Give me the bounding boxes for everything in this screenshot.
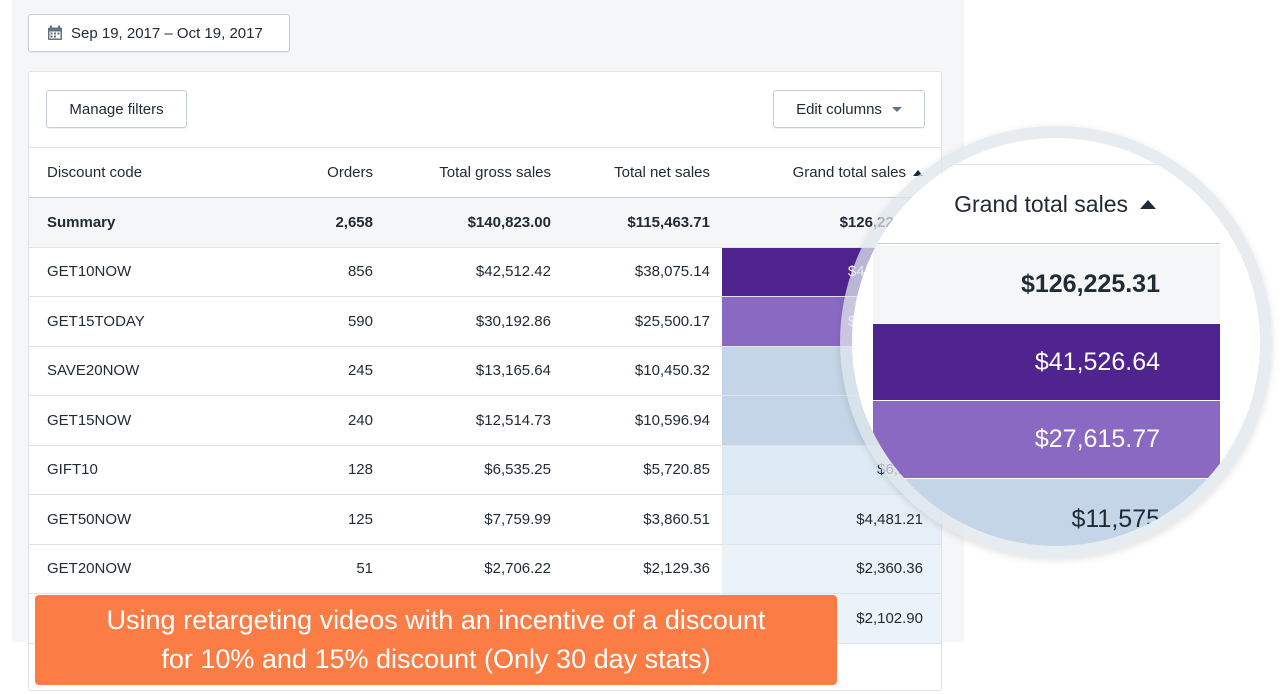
calendar-icon [47, 25, 63, 41]
net-sales-cell: $5,720.85 [643, 461, 710, 479]
orders-cell: 51 [356, 560, 373, 578]
net-sales-cell: $25,500.17 [634, 312, 710, 330]
zoomed-header-label: Grand total sales [954, 191, 1128, 217]
gross-sales-cell: $2,706.22 [484, 560, 551, 578]
manage-filters-label: Manage filters [69, 100, 164, 118]
discount-code-cell: GET50NOW [47, 510, 132, 528]
table-row[interactable]: GET15TODAY590$30,192.86$25,500.17$27,615… [29, 297, 941, 347]
gross-sales-cell: $6,535.25 [484, 461, 551, 479]
column-header-discount-code[interactable]: Discount code [47, 164, 143, 181]
table-row[interactable]: GET10NOW856$42,512.42$38,075.14$41,526.6… [29, 247, 941, 297]
zoomed-value-1: $41,526.64 [873, 324, 1220, 400]
summary-label: Summary [47, 213, 116, 231]
banner-line-1: Using retargeting videos with an incenti… [106, 605, 766, 635]
date-range-label: Sep 19, 2017 – Oct 19, 2017 [71, 24, 263, 42]
gross-sales-cell: $7,759.99 [484, 510, 551, 528]
orders-cell: 125 [347, 510, 373, 528]
discount-report-card: Manage filters Edit columns Discount cod… [28, 71, 942, 691]
sort-ascending-icon [1140, 200, 1156, 209]
discount-table: Discount code Orders Total gross sales T… [29, 147, 941, 644]
discount-code-cell: GET15TODAY [47, 312, 145, 330]
summary-orders: 2,658 [335, 213, 373, 231]
zoomed-value-3: $11,575 [873, 479, 1220, 546]
net-sales-cell: $3,860.51 [643, 510, 710, 528]
edit-columns-button[interactable]: Edit columns [773, 90, 925, 128]
net-sales-cell: $10,450.32 [634, 362, 710, 380]
date-range-button[interactable]: Sep 19, 2017 – Oct 19, 2017 [28, 14, 290, 52]
orders-cell: 590 [347, 312, 373, 330]
column-header-net-sales[interactable]: Total net sales [614, 164, 710, 181]
orders-cell: 856 [347, 263, 373, 281]
gross-sales-cell: $12,514.73 [475, 411, 551, 429]
gross-sales-cell: $42,512.42 [475, 263, 551, 281]
net-sales-cell: $38,075.14 [634, 263, 710, 281]
manage-filters-button[interactable]: Manage filters [46, 90, 187, 128]
gross-sales-cell: $13,165.64 [475, 362, 551, 380]
discount-code-cell: GIFT10 [47, 461, 98, 479]
net-sales-cell: $2,129.36 [643, 560, 710, 578]
table-header: Discount code Orders Total gross sales T… [29, 147, 941, 198]
edit-columns-label: Edit columns [796, 100, 882, 118]
discount-code-cell: SAVE20NOW [47, 362, 140, 380]
discount-code-cell: GET15NOW [47, 411, 132, 429]
orders-cell: 245 [347, 362, 373, 380]
discount-code-cell: GET10NOW [47, 263, 132, 281]
chevron-down-icon [891, 106, 902, 112]
zoomed-header: Grand total sales [873, 164, 1220, 244]
magnifier-callout: Grand total sales $126,225.31 $41,526.64… [852, 138, 1260, 546]
summary-gross: $140,823.00 [467, 213, 551, 231]
zoomed-summary-value: $126,225.31 [873, 245, 1220, 323]
net-sales-cell: $10,596.94 [634, 411, 710, 429]
gross-sales-cell: $30,192.86 [475, 312, 551, 330]
discount-code-cell: GET20NOW [47, 560, 132, 578]
summary-row: Summary 2,658 $140,823.00 $115,463.71 $1… [29, 198, 941, 248]
column-header-gross-sales[interactable]: Total gross sales [439, 164, 551, 181]
column-header-orders[interactable]: Orders [327, 164, 373, 181]
orders-cell: 240 [347, 411, 373, 429]
table-row[interactable]: GET20NOW 51 $2,706.22 $2,129.36 $2,360.36 [29, 544, 941, 594]
summary-net: $115,463.71 [627, 213, 710, 231]
grand-total-cell: $2,360.36 [722, 544, 941, 593]
zoomed-value-2: $27,615.77 [873, 401, 1220, 478]
orders-cell: 128 [347, 461, 373, 479]
promo-banner: Using retargeting videos with an incenti… [35, 595, 837, 685]
banner-line-2: for 10% and 15% discount (Only 30 day st… [161, 644, 711, 674]
